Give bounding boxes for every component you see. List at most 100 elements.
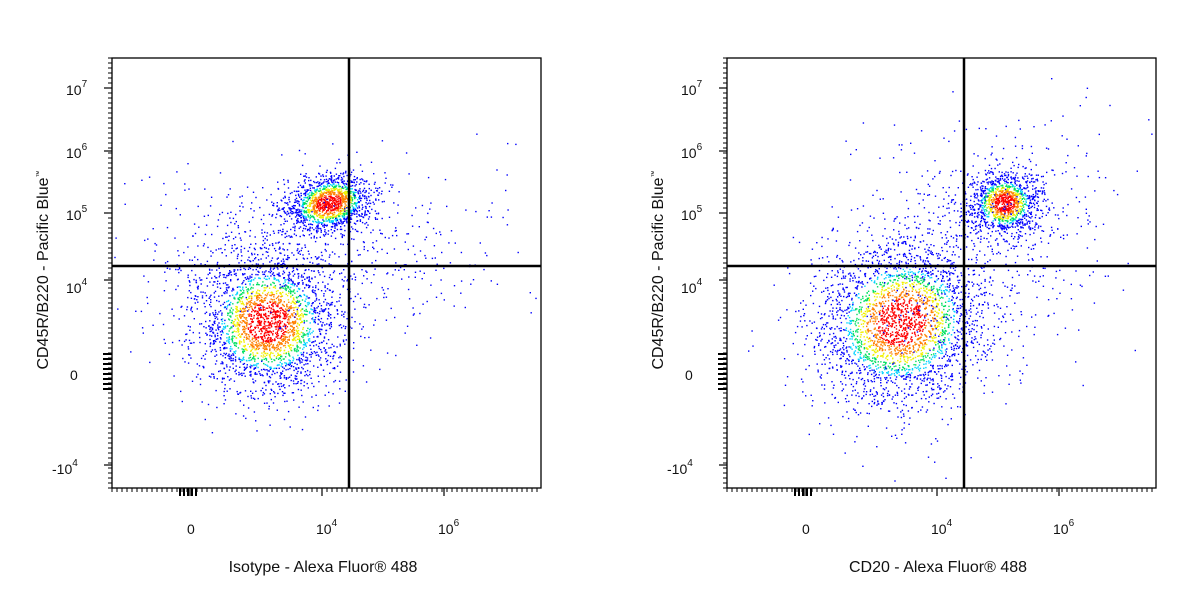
event-dot (223, 292, 225, 294)
event-dot (152, 228, 154, 230)
event-dot (130, 351, 132, 353)
event-dot (257, 263, 259, 265)
event-dot (235, 220, 237, 223)
event-dot (443, 299, 445, 301)
event-dot (268, 277, 270, 280)
event-dot (321, 191, 323, 194)
event-dot (237, 253, 239, 256)
event-dot (243, 326, 246, 329)
event-dot (291, 271, 294, 273)
event-dot (275, 290, 278, 293)
event-dot (290, 313, 293, 315)
event-dot (226, 340, 228, 342)
event-dot (251, 309, 254, 311)
event-dot (257, 336, 260, 338)
event-dot (233, 270, 235, 273)
event-dot (328, 189, 330, 192)
event-dot (1025, 188, 1027, 190)
event-dot (328, 195, 330, 198)
event-dot (344, 203, 346, 205)
event-dot (263, 287, 266, 289)
event-dot (301, 308, 304, 310)
event-dot (339, 192, 341, 195)
event-dot (378, 199, 380, 201)
event-dot (338, 197, 340, 200)
event-dot (324, 229, 326, 231)
event-dot (295, 258, 298, 261)
event-dot (973, 195, 976, 198)
event-dot (248, 295, 250, 298)
event-dot (259, 267, 261, 269)
event-dot (322, 206, 324, 208)
event-dot (289, 316, 292, 319)
event-dot (189, 259, 191, 261)
event-dot (278, 324, 281, 326)
event-dot (431, 257, 434, 260)
event-dot (269, 261, 271, 263)
event-dot (346, 190, 348, 193)
event-dot (245, 296, 247, 299)
event-dot (265, 329, 267, 331)
event-dot (228, 273, 231, 275)
event-dot (1007, 213, 1010, 216)
event-dot (282, 197, 285, 199)
event-dot (263, 368, 265, 370)
event-dot (217, 328, 220, 331)
event-dot (421, 204, 424, 207)
event-dot (271, 339, 274, 341)
event-dot (269, 355, 271, 357)
event-dot (240, 314, 242, 316)
event-dot (262, 354, 265, 356)
event-dot (269, 338, 272, 341)
event-dot (332, 205, 334, 207)
event-dot (289, 360, 291, 362)
event-dot (399, 266, 402, 269)
event-dot (226, 236, 228, 238)
event-dot (314, 200, 316, 203)
event-dot (359, 195, 361, 197)
event-dot (253, 329, 255, 331)
event-dot (340, 201, 342, 203)
event-dot (366, 203, 369, 205)
event-dot (223, 352, 225, 355)
event-dot (301, 366, 303, 369)
event-dot (283, 352, 285, 355)
event-dot (288, 301, 290, 303)
event-dot (290, 210, 292, 212)
event-dot (229, 311, 231, 314)
event-dot (206, 277, 208, 279)
event-dot (335, 218, 338, 220)
event-dot (269, 327, 271, 329)
y-tick-label: 105 (66, 204, 88, 223)
event-dot (282, 270, 285, 272)
event-dot (976, 197, 978, 199)
event-dot (313, 210, 315, 213)
event-dot (360, 197, 363, 200)
event-dot (336, 189, 339, 192)
event-dot (304, 244, 306, 246)
event-dot (271, 257, 274, 259)
event-dot (285, 288, 288, 290)
event-dot (444, 178, 447, 181)
event-dot (352, 169, 355, 171)
event-dot (279, 322, 281, 325)
event-dot (241, 333, 243, 335)
event-dot (227, 287, 230, 289)
event-dot (327, 206, 330, 209)
event-dot (362, 190, 364, 193)
event-dot (329, 193, 331, 196)
event-dot (232, 217, 235, 220)
event-dot (315, 309, 317, 312)
event-dot (334, 209, 336, 211)
event-dot (302, 257, 305, 259)
event-dot (288, 338, 290, 340)
event-dot (277, 289, 279, 292)
event-dot (315, 193, 317, 196)
event-dot (279, 337, 281, 340)
event-dot (279, 357, 282, 360)
event-dot (283, 323, 286, 325)
event-dot (266, 364, 268, 366)
event-dot (210, 330, 213, 332)
event-dot (249, 277, 251, 279)
event-dot (358, 189, 360, 192)
